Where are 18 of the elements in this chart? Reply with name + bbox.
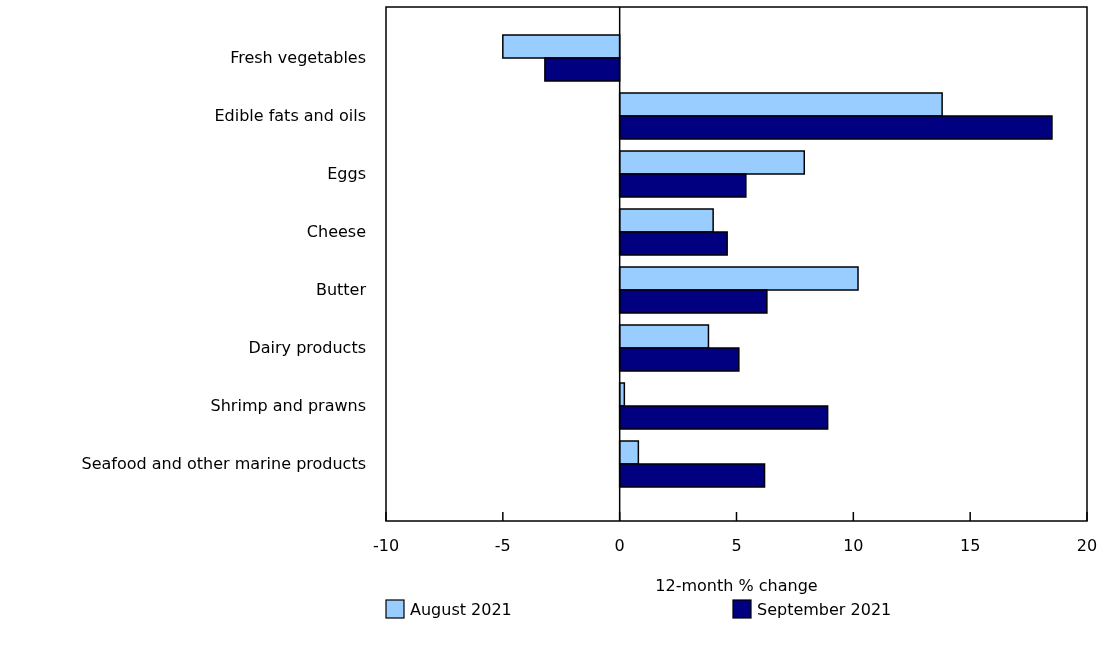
x-axis-title: 12-month % change xyxy=(655,576,818,595)
y-tick-label: Shrimp and prawns xyxy=(210,396,366,415)
x-tick-label: 20 xyxy=(1076,536,1098,555)
y-tick-label: Cheese xyxy=(306,222,366,241)
x-tick-label: -10 xyxy=(372,536,400,555)
x-tick-label: 15 xyxy=(959,536,981,555)
y-tick-label: Fresh vegetables xyxy=(230,48,366,67)
x-tick-label: -5 xyxy=(494,536,511,555)
y-tick-label: Dairy products xyxy=(248,338,366,357)
legend-label: August 2021 xyxy=(410,600,512,619)
y-tick-label: Eggs xyxy=(327,164,366,183)
y-tick-label: Butter xyxy=(315,280,367,299)
x-tick-label: 0 xyxy=(614,536,625,555)
y-tick-label: Edible fats and oils xyxy=(214,106,366,125)
legend-label: September 2021 xyxy=(757,600,892,619)
y-tick-label: Seafood and other marine products xyxy=(81,454,366,473)
x-tick-label: 10 xyxy=(843,536,864,555)
x-tick-label: 5 xyxy=(731,536,742,555)
